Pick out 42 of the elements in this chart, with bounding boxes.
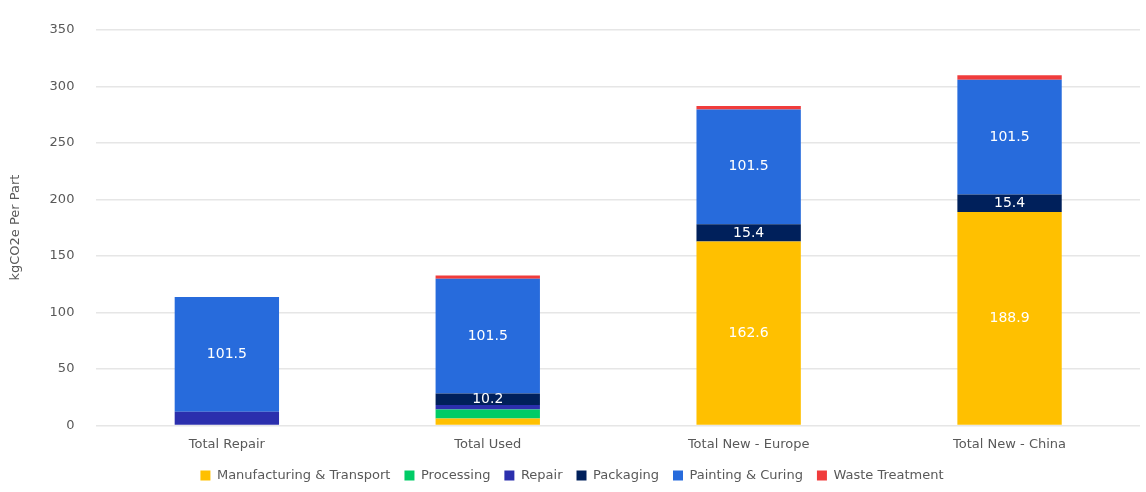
bar: [957, 75, 1062, 80]
data-label: 15.4: [733, 223, 765, 240]
legend-label: Processing: [420, 466, 491, 482]
y-tick-label: 200: [49, 190, 75, 206]
y-tick-label: 300: [49, 77, 75, 93]
y-tick-label: 50: [57, 360, 75, 376]
bar: [957, 79, 1062, 195]
data-label: 101.5: [467, 326, 508, 343]
x-tick-label: Total Used: [453, 435, 522, 451]
data-label: 101.5: [989, 127, 1030, 144]
bar: [435, 405, 540, 410]
bar: [957, 194, 1062, 212]
y-tick-label: 350: [49, 21, 75, 37]
bar: [435, 278, 540, 394]
data-label: 162.6: [728, 323, 769, 340]
legend-label: Repair: [520, 466, 564, 482]
legend-label: Painting & Curing: [689, 466, 803, 482]
bar: [957, 211, 1062, 425]
data-label: 101.5: [206, 345, 247, 362]
data-label: 101.5: [728, 157, 769, 174]
bar: [696, 224, 801, 242]
y-tick-label: 100: [49, 303, 75, 319]
y-tick-label: 0: [66, 416, 75, 432]
y-axis-title: kgCO2e Per Part: [7, 174, 23, 281]
x-tick-label: Total New - China: [952, 435, 1067, 451]
y-tick-label: 250: [49, 134, 75, 150]
bar: [435, 418, 540, 425]
y-tick-label: 150: [49, 247, 75, 263]
legend-label: Manufacturing & Transport: [216, 466, 391, 482]
bar: [696, 109, 801, 225]
data-label: 10.2: [472, 389, 504, 406]
data-label: 188.9: [989, 308, 1030, 325]
bar: [696, 241, 801, 425]
x-tick-label: Total New - Europe: [686, 435, 810, 451]
bar: [435, 275, 540, 279]
legend-label: Waste Treatment: [833, 466, 944, 482]
bar: [174, 411, 280, 425]
bar: [435, 409, 540, 419]
bar: [174, 297, 280, 412]
legend-label: Packaging: [593, 466, 660, 482]
data-label: 15.4: [993, 193, 1026, 210]
x-tick-label: Total Repair: [187, 435, 266, 451]
